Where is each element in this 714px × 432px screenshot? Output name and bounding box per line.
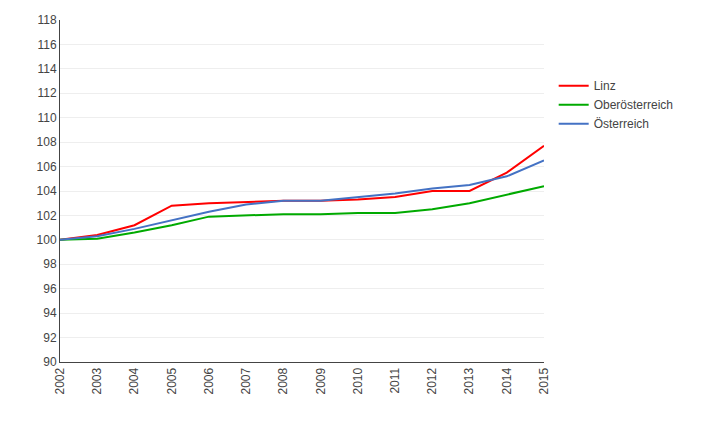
- svg-text:98: 98: [43, 257, 57, 271]
- svg-text:90: 90: [43, 355, 57, 369]
- svg-text:114: 114: [37, 62, 56, 76]
- svg-text:2011: 2011: [388, 367, 402, 393]
- svg-text:2013: 2013: [462, 367, 476, 394]
- svg-text:2009: 2009: [314, 367, 328, 394]
- svg-text:112: 112: [37, 86, 56, 100]
- svg-text:2003: 2003: [90, 367, 104, 394]
- svg-text:96: 96: [43, 282, 57, 296]
- svg-text:2014: 2014: [500, 367, 514, 394]
- svg-text:116: 116: [37, 38, 56, 52]
- svg-text:2002: 2002: [53, 367, 67, 394]
- svg-text:92: 92: [43, 331, 57, 345]
- svg-text:102: 102: [37, 209, 57, 223]
- svg-text:106: 106: [37, 160, 57, 174]
- svg-text:2008: 2008: [276, 367, 290, 394]
- svg-text:2015: 2015: [537, 367, 551, 394]
- svg-text:2005: 2005: [165, 367, 179, 394]
- svg-text:2004: 2004: [127, 367, 141, 394]
- svg-text:2007: 2007: [239, 367, 253, 394]
- svg-text:2012: 2012: [425, 367, 439, 394]
- svg-text:2006: 2006: [202, 367, 216, 394]
- svg-text:118: 118: [37, 13, 56, 27]
- svg-text:104: 104: [37, 184, 57, 198]
- svg-text:Oberösterreich: Oberösterreich: [594, 98, 673, 112]
- svg-text:Linz: Linz: [594, 79, 616, 93]
- svg-text:100: 100: [37, 233, 57, 247]
- svg-text:110: 110: [37, 111, 56, 125]
- svg-text:Österreich: Österreich: [594, 117, 649, 131]
- svg-text:108: 108: [37, 135, 57, 149]
- svg-text:2010: 2010: [351, 367, 365, 394]
- svg-text:94: 94: [43, 306, 57, 320]
